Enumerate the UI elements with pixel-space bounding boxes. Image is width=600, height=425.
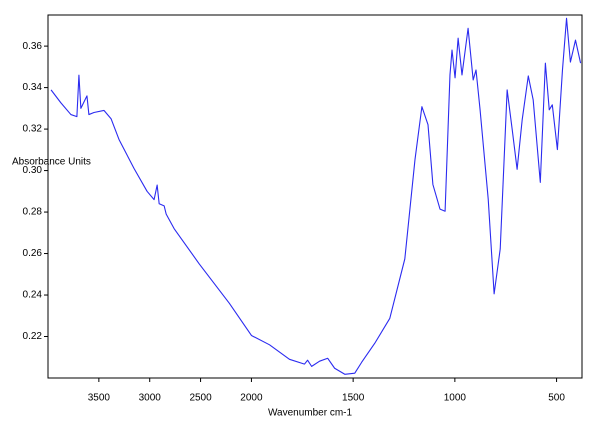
y-axis-label: Absorbance Units bbox=[12, 157, 91, 168]
x-tick-label: 1000 bbox=[444, 393, 467, 404]
x-tick-label: 2500 bbox=[189, 393, 212, 404]
x-tick-label: 2000 bbox=[240, 393, 263, 404]
y-tick-label: 0.28 bbox=[23, 207, 43, 218]
x-tick-label: 500 bbox=[548, 393, 565, 404]
y-tick-label: 0.30 bbox=[23, 165, 43, 176]
y-tick-label: 0.22 bbox=[23, 331, 43, 342]
y-tick-label: 0.32 bbox=[23, 124, 43, 135]
plot-frame bbox=[47, 14, 583, 379]
spectrum-line bbox=[50, 17, 582, 375]
y-tick-label: 0.26 bbox=[23, 248, 43, 259]
x-tick-label: 3500 bbox=[88, 393, 111, 404]
x-axis-label: Wavenumber cm-1 bbox=[268, 408, 353, 419]
y-tick-label: 0.24 bbox=[23, 290, 43, 301]
x-tick-label: 3000 bbox=[139, 393, 162, 404]
x-tick-label: 1500 bbox=[342, 393, 365, 404]
y-tick-label: 0.34 bbox=[23, 82, 43, 93]
y-tick-label: 0.36 bbox=[23, 41, 43, 52]
